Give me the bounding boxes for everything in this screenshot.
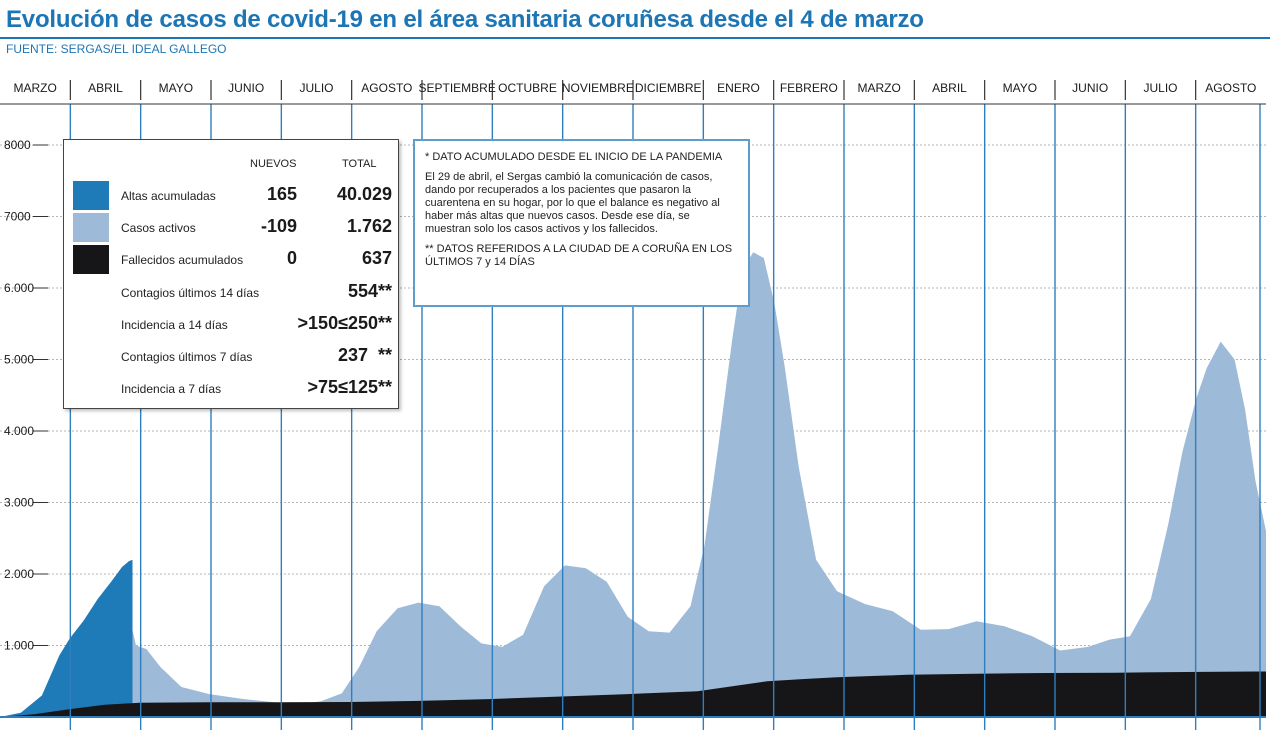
notes-box: * DATO ACUMULADO DESDE EL INICIO DE LA P… [413,139,750,307]
month-label: NOVIEMBRE [562,81,634,95]
legend-swatch-altas [73,181,109,210]
legend-nuevos-fallecidos: 0 [286,248,297,268]
month-label: MARZO [13,81,56,95]
legend-label-altas: Altas acumuladas [121,189,216,203]
month-label: MAYO [159,81,193,95]
y-tick-label: 2.000 [4,567,34,581]
month-labels: MARZO ABRIL MAYO JUNIO JULIO AGOSTO SEPTIEMBRE… [13,81,1256,95]
legend-header-nuevos: NUEVOS [250,158,297,170]
title-rule [0,37,1270,39]
legend-total-altas: 40.029 [336,184,392,204]
legend-label-incidencia-14: Incidencia a 14 días [121,318,228,332]
month-label: SEPTIEMBRE [418,81,495,95]
month-label: ABRIL [88,81,123,95]
month-label: JULIO [299,81,333,95]
legend-box: NUEVOS TOTAL Altas acumuladas 165 40.029… [63,139,399,409]
legend-total-fallecidos: 637 [361,248,392,268]
month-label: JUNIO [228,81,264,95]
legend-label-contagios-14: Contagios últimos 14 días [121,286,260,300]
month-label: FEBRERO [780,81,838,95]
month-label: ABRIL [932,81,967,95]
legend-label-activos: Casos activos [121,221,196,235]
area-altas [0,559,133,717]
y-tick-label: 1.000 [4,639,34,653]
chart-title: Evolución de casos de covid-19 en el áre… [6,6,924,33]
legend-total-activos: 1.762 [346,216,392,236]
y-tick-labels: 1.000 2.000 3.000 4.000 5.000 6.000 7000 8000 [4,138,48,653]
month-label: JUNIO [1072,81,1108,95]
month-label: MARZO [857,81,900,95]
legend-label-incidencia-7: Incidencia a 7 días [121,382,222,396]
month-label: JULIO [1143,81,1177,95]
legend-total-incidencia-14: >150≤250** [297,313,392,333]
y-tick-label: 4.000 [4,424,34,438]
legend-swatch-activos [73,213,109,242]
note-city-data: ** DATOS REFERIDOS A LA CIUDAD DE A CORU… [425,243,733,268]
note-sergas-change: El 29 de abril, el Sergas cambió la comu… [425,171,720,235]
note-cumulative: * DATO ACUMULADO DESDE EL INICIO DE LA P… [425,151,723,163]
month-label: MAYO [1003,81,1037,95]
y-tick-label: 5.000 [4,353,34,367]
month-label: ENERO [717,81,760,95]
month-label: AGOSTO [361,81,412,95]
y-tick-label: 3.000 [4,496,34,510]
month-label: DICIEMBRE [635,81,702,95]
legend-nuevos-activos: -109 [260,216,297,236]
source-line: FUENTE: SERGAS/EL IDEAL GALLEGO [6,42,227,56]
legend-label-contagios-7: Contagios últimos 7 días [121,350,253,364]
legend-total-contagios-7: 237 ** [337,345,392,365]
legend-header-total: TOTAL [342,158,377,170]
legend-label-fallecidos: Fallecidos acumulados [121,253,244,267]
y-tick-label: 8000 [4,138,31,152]
legend-total-contagios-14: 554** [347,281,392,301]
month-label: OCTUBRE [498,81,557,95]
legend-swatch-fallecidos [73,245,109,274]
y-tick-label: 7000 [4,210,31,224]
legend-nuevos-altas: 165 [266,184,297,204]
month-label: AGOSTO [1205,81,1256,95]
legend-total-incidencia-7: >75≤125** [307,377,392,397]
y-tick-label: 6.000 [4,281,34,295]
